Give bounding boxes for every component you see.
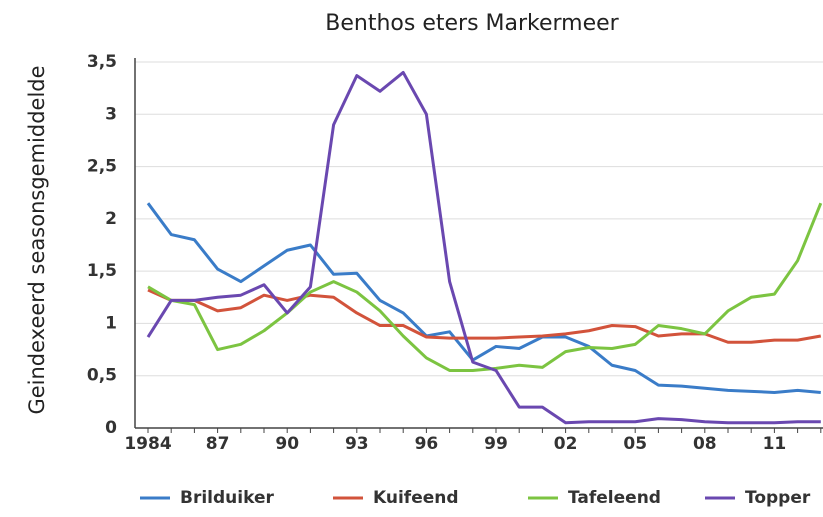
- legend-label: Topper: [745, 488, 811, 508]
- x-tick-label: 11: [763, 434, 787, 454]
- x-tick-label: 96: [415, 434, 439, 454]
- legend-label: Brilduiker: [180, 488, 274, 508]
- y-tick-label: 2: [105, 209, 117, 229]
- y-axis-label: Geindexeerd seasonsgemiddelde: [25, 65, 49, 414]
- series-line: [146, 202, 821, 394]
- y-tick-label: 1: [105, 313, 117, 333]
- x-tick-label: 05: [623, 434, 647, 454]
- x-tick-label: 1984: [124, 434, 171, 454]
- series-line: [146, 70, 821, 425]
- y-tick-label: 3,5: [87, 52, 117, 72]
- y-tick-label: 2,5: [87, 157, 117, 177]
- legend-label: Tafeleend: [568, 488, 661, 508]
- series-line: [147, 202, 823, 372]
- chart-title: Benthos eters Markermeer: [325, 11, 619, 36]
- x-tick-label: 08: [693, 434, 717, 454]
- x-tick-label: 87: [206, 434, 230, 454]
- x-tick-label: 99: [484, 434, 508, 454]
- y-tick-label: 0,5: [87, 366, 117, 386]
- x-tick-label: 02: [554, 434, 578, 454]
- series-line: [147, 288, 822, 344]
- y-tick-label: 3: [105, 104, 117, 124]
- x-tick-label: 90: [275, 434, 299, 454]
- x-tick-label: 93: [345, 434, 369, 454]
- legend-label: Kuifeend: [373, 488, 459, 508]
- y-tick-label: 0: [105, 418, 117, 438]
- y-tick-label: 1,5: [87, 261, 117, 281]
